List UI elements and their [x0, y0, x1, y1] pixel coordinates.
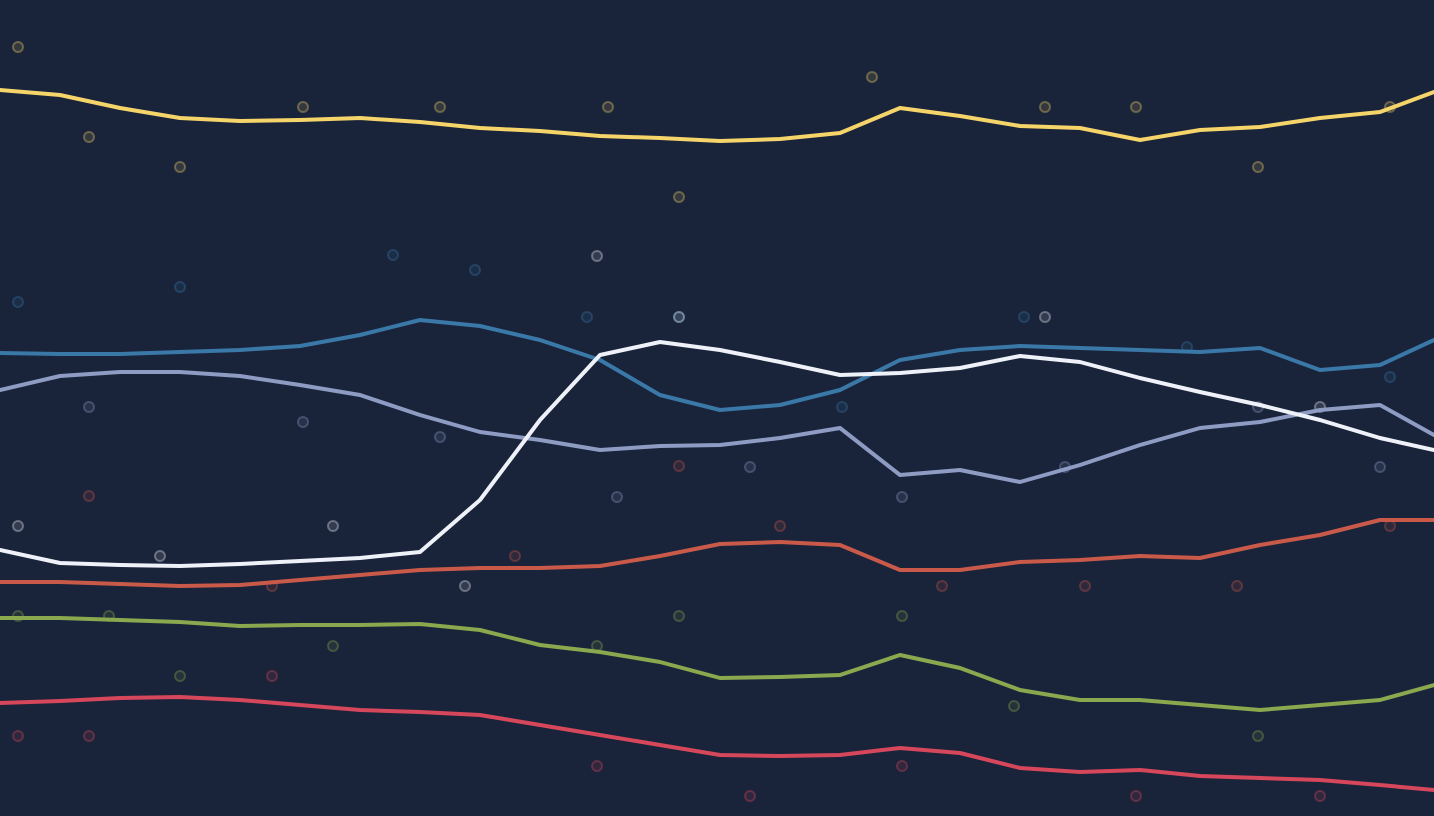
poll-dot	[673, 460, 685, 472]
poll-dot	[1039, 101, 1051, 113]
poll-dot	[744, 461, 756, 473]
poll-dot	[12, 296, 24, 308]
poll-dot	[434, 431, 446, 443]
poll-dot	[469, 264, 481, 276]
poll-dot	[896, 491, 908, 503]
poll-dot	[673, 311, 685, 323]
poll-dot	[83, 401, 95, 413]
poll-dot	[744, 790, 756, 802]
poll-dot	[509, 550, 521, 562]
poll-dot	[836, 401, 848, 413]
trend-line	[0, 88, 1434, 143]
poll-dot	[1374, 461, 1386, 473]
poll-dot	[327, 520, 339, 532]
poll-dot	[896, 760, 908, 772]
poll-dot	[1130, 101, 1142, 113]
poll-dot	[1079, 580, 1091, 592]
poll-dot	[611, 491, 623, 503]
trend-line	[0, 518, 1434, 588]
poll-dot	[459, 580, 471, 592]
poll-dot	[83, 730, 95, 742]
poll-dot	[266, 670, 278, 682]
poll-dot	[673, 610, 685, 622]
poll-dot	[83, 131, 95, 143]
poll-dot	[673, 311, 685, 323]
poll-dot	[12, 41, 24, 53]
poll-dot	[866, 71, 878, 83]
poll-dot	[591, 760, 603, 772]
poll-dot	[1039, 311, 1051, 323]
poll-dot	[1252, 161, 1264, 173]
trend-line	[0, 340, 1434, 568]
poll-dot	[673, 191, 685, 203]
poll-dot	[896, 610, 908, 622]
poll-dot	[297, 101, 309, 113]
trend-line	[0, 695, 1434, 792]
poll-dot	[12, 520, 24, 532]
poll-dot	[581, 311, 593, 323]
poll-dot	[297, 416, 309, 428]
poll-dot	[12, 730, 24, 742]
poll-dot	[434, 101, 446, 113]
line-layer	[0, 88, 1434, 792]
poll-dot	[1008, 700, 1020, 712]
poll-dot	[174, 281, 186, 293]
poll-dot	[1314, 790, 1326, 802]
poll-dot	[154, 550, 166, 562]
poll-dot	[1130, 790, 1142, 802]
poll-dot	[1231, 580, 1243, 592]
poll-dot	[327, 640, 339, 652]
poll-dot	[83, 490, 95, 502]
poll-dot	[174, 161, 186, 173]
poll-dot	[936, 580, 948, 592]
poll-dot	[591, 250, 603, 262]
poll-dot	[174, 670, 186, 682]
poll-dot	[774, 520, 786, 532]
poll-dot	[1252, 730, 1264, 742]
poll-dot	[1384, 520, 1396, 532]
poll-dot	[1018, 311, 1030, 323]
trend-line	[0, 370, 1434, 484]
poll-dot	[387, 249, 399, 261]
poll-dot	[1384, 371, 1396, 383]
poll-dot	[602, 101, 614, 113]
trend-line	[0, 318, 1434, 412]
trend-line	[0, 616, 1434, 712]
